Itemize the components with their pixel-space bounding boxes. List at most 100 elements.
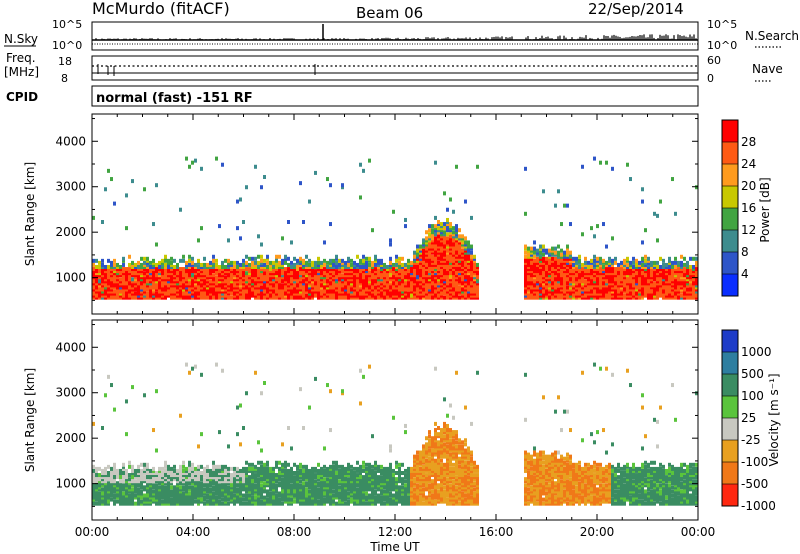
power-cell bbox=[671, 273, 674, 278]
velocity-cell bbox=[143, 464, 146, 469]
power-cell bbox=[158, 267, 161, 272]
power-cell bbox=[272, 285, 275, 290]
power-cell bbox=[407, 281, 410, 286]
power-cell bbox=[197, 293, 200, 298]
power-cell bbox=[695, 279, 698, 284]
power-cell bbox=[440, 250, 443, 255]
velocity-cell bbox=[215, 491, 218, 496]
power-cell bbox=[221, 293, 224, 298]
velocity-cell bbox=[215, 362, 218, 367]
power-cell bbox=[149, 289, 152, 294]
power-cell bbox=[248, 271, 251, 276]
power-cell bbox=[182, 277, 185, 282]
power-cell bbox=[347, 267, 350, 272]
power-cell bbox=[365, 277, 368, 282]
power-cell bbox=[161, 289, 164, 294]
power-cell bbox=[359, 293, 362, 298]
power-cell bbox=[389, 265, 392, 269]
power-cell bbox=[470, 258, 473, 263]
power-cell bbox=[257, 283, 260, 288]
power-cell bbox=[398, 260, 401, 265]
velocity-cell bbox=[194, 475, 197, 480]
power-cell bbox=[677, 293, 680, 298]
velocity-cell bbox=[158, 487, 161, 492]
power-cell bbox=[356, 277, 359, 282]
velocity-cell bbox=[137, 491, 140, 496]
power-cell bbox=[602, 289, 605, 294]
power-cell bbox=[254, 269, 257, 274]
power-cell bbox=[239, 197, 242, 202]
velocity-cell bbox=[107, 475, 110, 480]
power-cell bbox=[146, 281, 149, 286]
power-cell bbox=[425, 283, 428, 288]
velocity-cell bbox=[134, 471, 137, 475]
power-cell bbox=[266, 281, 269, 286]
power-cell bbox=[170, 275, 173, 280]
power-cell bbox=[584, 293, 587, 298]
power-cell bbox=[113, 295, 116, 300]
power-cell bbox=[653, 211, 656, 216]
power-cell bbox=[206, 271, 209, 276]
power-cell bbox=[278, 293, 281, 298]
power-cell bbox=[167, 281, 170, 286]
power-cell bbox=[128, 271, 131, 276]
power-cell bbox=[668, 275, 671, 280]
power-cell bbox=[347, 262, 350, 267]
power-cell bbox=[113, 277, 116, 282]
velocity-cell bbox=[140, 477, 143, 482]
power-cell bbox=[104, 283, 107, 288]
power-cell bbox=[158, 269, 161, 274]
power-cell bbox=[218, 269, 221, 274]
power-cell bbox=[134, 271, 137, 276]
power-cell bbox=[590, 226, 593, 231]
power-cell bbox=[164, 262, 167, 267]
power-cell bbox=[128, 277, 131, 282]
power-cell bbox=[155, 183, 158, 188]
velocity-cell bbox=[176, 485, 179, 490]
power-cell bbox=[131, 281, 134, 286]
velocity-data-cells bbox=[92, 362, 698, 506]
power-cell bbox=[257, 234, 260, 239]
power-cell bbox=[533, 271, 536, 276]
power-cell bbox=[284, 258, 287, 263]
power-cell bbox=[434, 236, 437, 241]
power-cell bbox=[596, 281, 599, 286]
power-cell bbox=[605, 285, 608, 290]
power-cell bbox=[626, 295, 629, 300]
power-cell bbox=[578, 275, 581, 280]
power-cell bbox=[179, 293, 182, 298]
velocity-cell bbox=[152, 428, 155, 433]
power-cell bbox=[656, 260, 659, 265]
velocity-cell bbox=[170, 477, 173, 482]
power-cell bbox=[359, 162, 362, 167]
velocity-cell bbox=[134, 495, 137, 500]
velocity-cell bbox=[131, 466, 134, 471]
power-cell bbox=[161, 262, 164, 267]
power-cell bbox=[197, 267, 200, 272]
power-cell bbox=[137, 281, 140, 286]
power-cell bbox=[545, 291, 548, 296]
power-cell bbox=[551, 273, 554, 278]
power-cell bbox=[578, 293, 581, 298]
velocity-cell bbox=[110, 493, 113, 498]
velocity-cell bbox=[173, 475, 176, 480]
power-cell bbox=[689, 285, 692, 290]
power-cell bbox=[383, 275, 386, 280]
power-cell bbox=[662, 277, 665, 282]
velocity-cell bbox=[185, 497, 188, 502]
power-cell bbox=[206, 273, 209, 278]
velocity-cell bbox=[221, 497, 224, 502]
power-cell bbox=[344, 262, 347, 267]
velocity-cell bbox=[164, 481, 167, 486]
power-cell bbox=[329, 273, 332, 278]
power-cell bbox=[251, 260, 254, 265]
power-cell bbox=[524, 166, 527, 171]
nsky-label: N.Sky bbox=[4, 32, 38, 46]
power-cell bbox=[215, 287, 218, 292]
power-cell bbox=[149, 295, 152, 300]
velocity-cell bbox=[128, 495, 131, 500]
power-cell bbox=[122, 277, 125, 282]
velocity-cell bbox=[203, 481, 206, 486]
velocity-cell bbox=[176, 501, 179, 506]
power-cell bbox=[542, 260, 545, 265]
